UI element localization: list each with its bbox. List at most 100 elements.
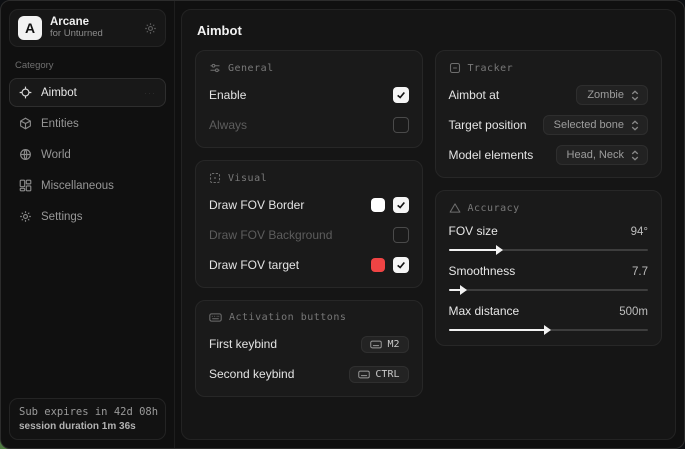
app-name: Arcane [50,15,89,28]
slider-fill [448,329,549,331]
model-elements-select[interactable]: Head, Neck [555,145,648,165]
setting-row: Draw FOV Border [209,194,409,216]
sidebar-item-label: World [41,148,71,161]
color-swatch-red[interactable] [370,258,385,272]
setting-label: Second keybind [209,367,295,381]
slider-thumb[interactable] [460,285,468,295]
target-position-select[interactable]: Selected bone [542,115,648,135]
general-card: General Enable Always [195,50,423,148]
box-minus-icon [449,62,461,74]
fov-size-slider[interactable] [448,245,648,255]
slider-value: 7.7 [632,266,648,278]
brand-card: A Arcane for Unturned [9,9,166,47]
slider-value: 94° [630,226,648,238]
subscription-card: Sub expires in 42d 08h session duration … [9,398,166,440]
setting-row: Second keybind CTRL [209,363,409,385]
smoothness-slider-row: Smoothness 7.7 [448,264,648,295]
setting-label: Model elements [448,148,534,162]
setting-row: Target position Selected bone [448,114,648,136]
fov-target-checkbox[interactable] [392,257,409,273]
setting-row: Enable [209,84,409,106]
fov-background-checkbox[interactable] [392,227,409,243]
left-column: General Enable Always [195,50,423,397]
tracker-card: Tracker Aimbot at Zombie [434,50,662,178]
visual-card: Visual Draw FOV Border Draw FOV Backgrou… [195,160,423,288]
setting-label: Draw FOV target [209,258,300,272]
setting-label: Always [209,118,248,132]
smoothness-slider[interactable] [448,285,648,295]
sidebar-item-label: Entities [41,117,79,130]
setting-label: Target position [448,118,527,132]
section-title: Accuracy [467,202,520,214]
setting-row: First keybind M2 [209,333,409,355]
sidebar-item-label: Settings [41,210,83,223]
sidebar-item-label: Aimbot [41,86,77,99]
entities-icon [19,117,32,130]
always-checkbox[interactable] [392,117,409,133]
triangle-icon [449,202,461,214]
slider-label: FOV size [448,224,498,238]
gear-icon[interactable] [144,22,157,35]
slider-fill [448,249,501,251]
sub-expiry-text: Sub expires in 42d 08h [19,406,159,418]
app-logo: A [18,16,42,40]
setting-label: Draw FOV Border [209,198,305,212]
sliders-icon [209,62,221,74]
color-swatch-white[interactable] [370,198,385,212]
slider-fill [448,289,465,291]
slider-thumb[interactable] [544,325,552,335]
aimbot-at-select[interactable]: Zombie [576,85,648,105]
setting-label: Draw FOV Background [209,228,333,242]
sidebar-nav: Aimbot ··· Entities World [9,78,166,231]
first-keybind-button[interactable]: M2 [361,335,409,353]
accuracy-card: Accuracy FOV size 94° [434,190,662,346]
keybind-value: CTRL [375,368,400,380]
app-subtitle: for Unturned [50,28,103,40]
section-title: Tracker [467,62,514,74]
setting-row: Draw FOV Background [209,224,409,246]
session-duration-text: session duration 1m 36s [19,421,136,432]
max-distance-slider[interactable] [448,325,648,335]
sidebar: A Arcane for Unturned Category [1,1,175,448]
section-title: Visual [228,172,268,184]
sidebar-item-hint: ··· [144,87,156,98]
chevron-up-down-icon [630,119,640,131]
keybind-value: M2 [387,338,400,350]
slider-label: Max distance [448,304,520,318]
layout-grid-icon [19,179,32,192]
frame-icon [209,172,221,184]
slider-label: Smoothness [448,264,516,278]
setting-row: Model elements Head, Neck [448,144,648,166]
right-column: Tracker Aimbot at Zombie [434,50,662,346]
selected-value: Head, Neck [566,149,624,161]
selected-value: Zombie [587,89,624,101]
setting-label: First keybind [209,337,278,351]
setting-label: Aimbot at [448,88,500,102]
crosshair-icon [19,86,32,99]
setting-row: Aimbot at Zombie [448,84,648,106]
brand-text: Arcane for Unturned [50,16,136,40]
second-keybind-button[interactable]: CTRL [349,365,409,383]
globe-icon [19,148,32,161]
fov-border-checkbox[interactable] [392,197,409,213]
category-label: Category [15,60,54,71]
setting-label: Enable [209,88,247,102]
enable-checkbox[interactable] [392,87,409,103]
sidebar-item-label: Miscellaneous [41,179,114,192]
main-panel: Aimbot General Enable [181,9,676,440]
sidebar-item-miscellaneous[interactable]: Miscellaneous [9,171,166,200]
keyboard-icon [358,370,371,379]
sidebar-item-world[interactable]: World [9,140,166,169]
slider-track [448,289,648,291]
slider-thumb[interactable] [496,245,504,255]
slider-track [448,249,648,251]
activation-card: Activation buttons First keybind M2 [195,300,423,397]
gear-icon [19,210,32,223]
sidebar-item-entities[interactable]: Entities [9,109,166,138]
page-title: Aimbot [197,23,242,38]
selected-value: Selected bone [553,119,624,131]
keyboard-icon [209,312,222,323]
sidebar-item-settings[interactable]: Settings [9,202,166,231]
sidebar-item-aimbot[interactable]: Aimbot ··· [9,78,166,107]
